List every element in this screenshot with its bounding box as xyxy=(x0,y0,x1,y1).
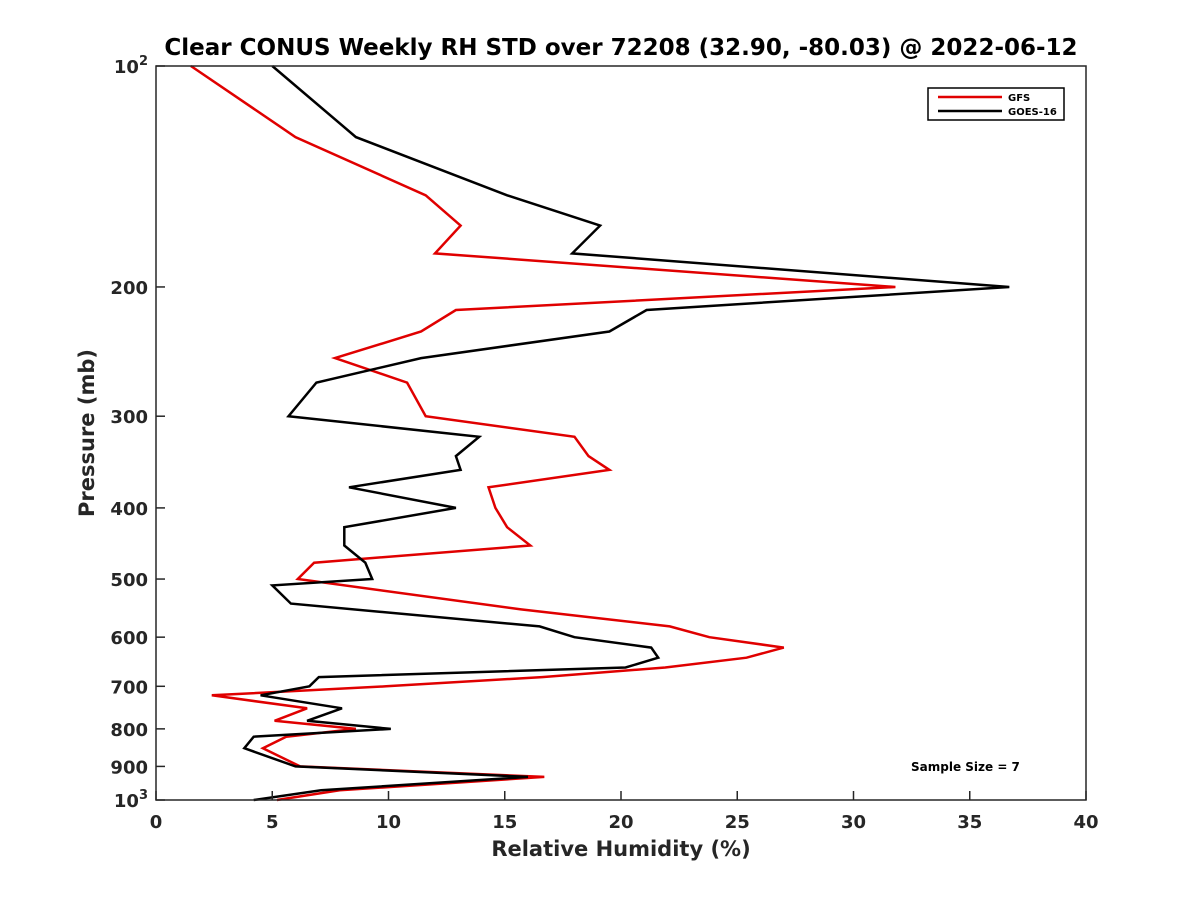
y-tick-label: 500 xyxy=(110,570,148,591)
series-line-gfs xyxy=(190,64,896,802)
plot-series-group xyxy=(190,64,1010,802)
x-tick-label: 20 xyxy=(608,812,633,833)
y-tick-label: 800 xyxy=(110,720,148,741)
y-tick-label: 900 xyxy=(110,757,148,778)
y-tick-label: 200 xyxy=(110,278,148,299)
y-tick-label: 102 xyxy=(114,54,148,78)
legend-label-goes-16: GOES-16 xyxy=(1008,107,1057,118)
y-tick-label: 300 xyxy=(110,407,148,428)
legend: GFS GOES-16 xyxy=(927,87,1065,121)
x-axis-label: Relative Humidity (%) xyxy=(491,837,750,861)
sample-size-annotation: Sample Size = 7 xyxy=(911,760,1020,774)
x-tick-label: 15 xyxy=(492,812,517,833)
x-tick-label: 40 xyxy=(1073,812,1098,833)
x-tick-label: 0 xyxy=(150,812,163,833)
y-tick-label: 600 xyxy=(110,628,148,649)
legend-label-gfs: GFS xyxy=(1008,93,1030,104)
x-tick-label: 10 xyxy=(376,812,401,833)
y-tick-label: 400 xyxy=(110,499,148,520)
y-tick-label: 103 xyxy=(114,788,148,812)
series-line-goes-16 xyxy=(242,65,1010,802)
legend-box xyxy=(927,87,1065,121)
x-tick-label: 35 xyxy=(957,812,982,833)
y-tick-label: 700 xyxy=(110,677,148,698)
x-tick-label: 5 xyxy=(266,812,279,833)
chart-title: Clear CONUS Weekly RH STD over 72208 (32… xyxy=(164,35,1077,61)
x-axis-ticks: 0 5 10 15 20 25 30 35 40 xyxy=(150,791,1099,833)
y-axis-ticks: 102 200 300 400 500 600 700 800 900 103 xyxy=(110,54,165,812)
x-tick-label: 25 xyxy=(725,812,750,833)
y-axis-label: Pressure (mb) xyxy=(75,349,99,517)
x-tick-label: 30 xyxy=(841,812,866,833)
